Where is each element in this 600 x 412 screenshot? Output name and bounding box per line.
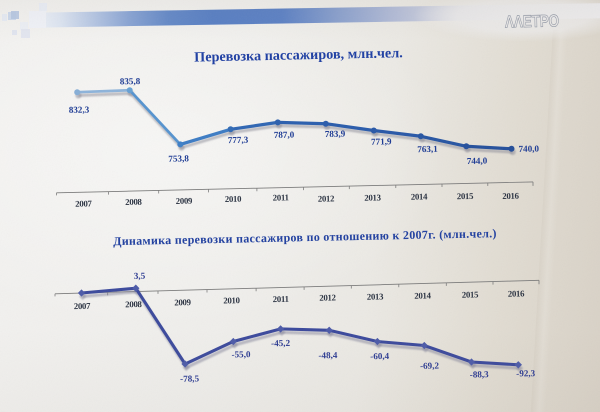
- svg-text:2010: 2010: [223, 295, 241, 305]
- svg-text:2012: 2012: [318, 193, 336, 203]
- svg-text:-55,0: -55,0: [231, 349, 251, 359]
- svg-text:ΛΛΕΤРО: ΛΛΕΤРО: [505, 11, 559, 31]
- svg-text:2008: 2008: [125, 299, 143, 309]
- svg-text:744,0: 744,0: [467, 156, 488, 166]
- svg-text:763,1: 763,1: [417, 144, 438, 154]
- svg-text:835,8: 835,8: [120, 76, 141, 86]
- svg-text:777,3: 777,3: [228, 135, 249, 145]
- svg-text:2016: 2016: [502, 191, 520, 201]
- svg-text:2014: 2014: [411, 191, 429, 201]
- svg-text:2007: 2007: [75, 198, 93, 208]
- svg-text:2007: 2007: [74, 301, 92, 311]
- svg-text:2013: 2013: [364, 192, 382, 202]
- svg-text:2011: 2011: [273, 192, 289, 202]
- svg-text:2009: 2009: [174, 297, 192, 307]
- svg-text:-69,2: -69,2: [420, 360, 440, 370]
- svg-text:753,8: 753,8: [168, 153, 189, 163]
- svg-text:2016: 2016: [508, 288, 526, 298]
- svg-text:2008: 2008: [125, 197, 143, 207]
- svg-text:2015: 2015: [457, 191, 475, 201]
- svg-text:2011: 2011: [273, 294, 289, 304]
- svg-text:3,5: 3,5: [134, 271, 146, 281]
- svg-text:Динамика перевозки пассажиров: Динамика перевозки пассажиров по отношен…: [113, 226, 497, 248]
- svg-text:2010: 2010: [225, 194, 243, 204]
- svg-text:-48,4: -48,4: [318, 350, 338, 360]
- svg-text:-78,5: -78,5: [180, 373, 200, 383]
- svg-text:832,3: 832,3: [69, 104, 90, 114]
- svg-text:771,9: 771,9: [371, 136, 392, 146]
- svg-text:2012: 2012: [319, 292, 337, 302]
- svg-text:787,0: 787,0: [274, 129, 295, 139]
- svg-text:-92,3: -92,3: [516, 368, 536, 378]
- svg-text:783,9: 783,9: [325, 129, 346, 139]
- svg-text:Перевозка пассажиров, млн.чел.: Перевозка пассажиров, млн.чел.: [194, 45, 403, 65]
- svg-text:2014: 2014: [414, 290, 432, 300]
- svg-text:-45,2: -45,2: [271, 338, 291, 348]
- svg-text:2015: 2015: [462, 289, 480, 299]
- svg-text:740,0: 740,0: [518, 143, 539, 153]
- svg-text:2013: 2013: [367, 291, 385, 301]
- svg-text:-88,3: -88,3: [470, 369, 490, 379]
- svg-text:2009: 2009: [176, 196, 194, 206]
- svg-text:-60,4: -60,4: [370, 351, 390, 361]
